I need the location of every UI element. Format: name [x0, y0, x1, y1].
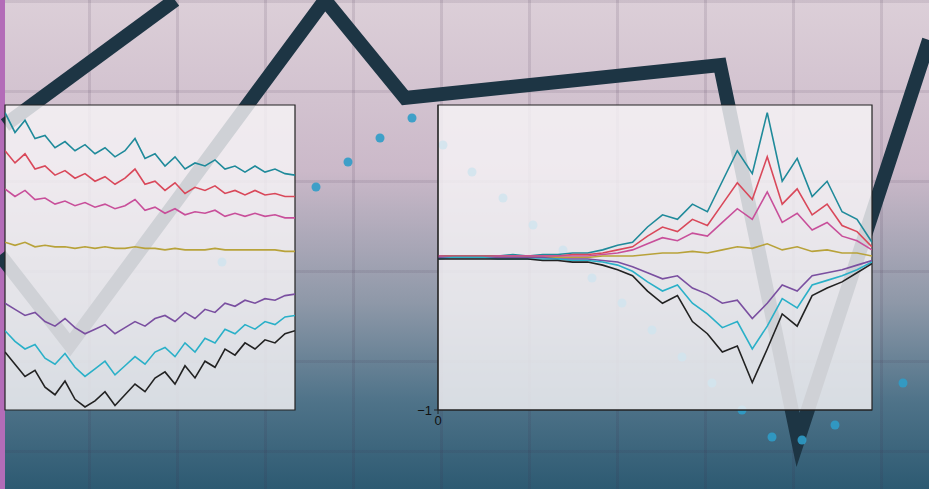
svg-text:−1: −1 — [417, 403, 432, 418]
svg-text:0: 0 — [434, 413, 441, 428]
